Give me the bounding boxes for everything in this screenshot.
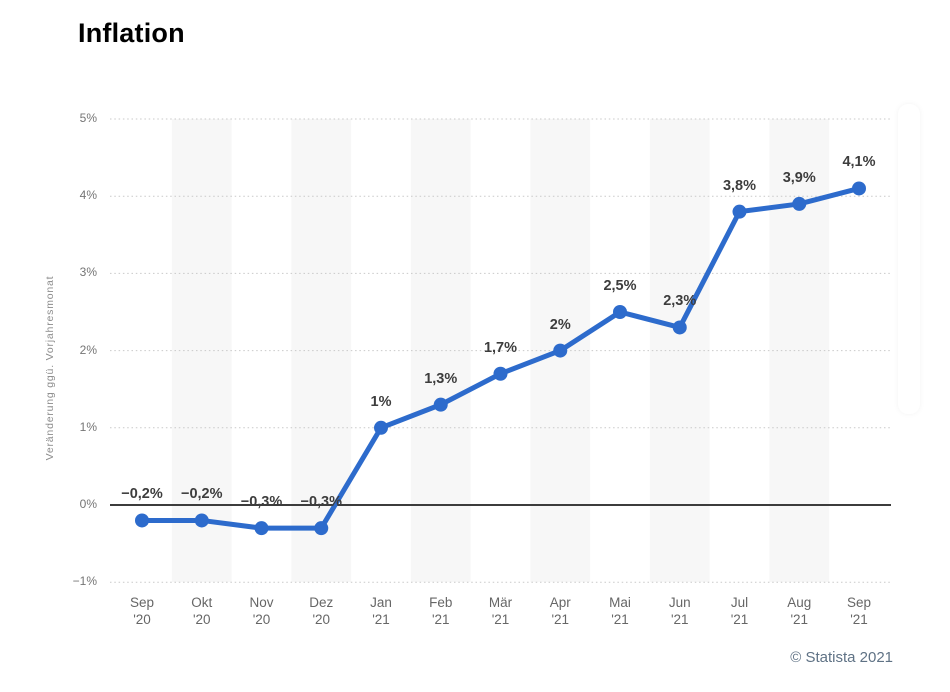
x-tick-label: Apr '21 (549, 595, 571, 627)
value-label: 1,3% (424, 370, 458, 387)
value-label: 2,5% (603, 278, 637, 294)
chart-title: Inflation (78, 18, 185, 48)
value-label: 4,1% (842, 154, 876, 171)
value-label: 1% (370, 393, 392, 410)
x-tick-label: Mär '21 (488, 595, 513, 627)
value-label: 3,9% (782, 169, 816, 186)
y-tick-label: 3% (79, 265, 97, 280)
data-point[interactable] (732, 204, 747, 219)
value-label: 2,3% (663, 293, 697, 310)
y-tick-label: 2% (79, 342, 97, 357)
data-point[interactable] (314, 521, 329, 536)
data-point[interactable] (374, 420, 388, 435)
x-tick-label: Dez '20 (309, 595, 334, 627)
y-tick-label: 0% (79, 497, 97, 511)
y-tick-label: 5% (79, 111, 97, 125)
value-label: −0,3% (240, 494, 283, 511)
data-point[interactable] (493, 366, 508, 381)
data-point[interactable] (852, 181, 866, 196)
data-point[interactable] (433, 397, 448, 412)
value-label: 2% (549, 316, 571, 333)
data-point[interactable] (194, 513, 209, 528)
inflation-line[interactable] (139, 185, 862, 531)
value-label: −0,2% (121, 486, 163, 503)
x-tick-label: Sep '21 (846, 595, 872, 627)
data-point[interactable] (553, 343, 568, 358)
data-point[interactable] (613, 305, 627, 319)
y-tick-label: 4% (79, 188, 97, 203)
x-tick-label: Sep '20 (129, 595, 155, 627)
x-tick-label: Okt '20 (191, 595, 213, 627)
x-tick-label: Jan '21 (370, 595, 392, 627)
value-label: 3,8% (722, 177, 757, 194)
value-label: −0,3% (300, 494, 343, 511)
x-tick-label: Aug '21 (787, 595, 812, 627)
y-tick-label: −1% (72, 574, 97, 589)
scrollbar-artifact (898, 104, 920, 414)
data-point[interactable] (254, 521, 269, 536)
y-tick-label: 1% (79, 419, 97, 434)
value-label: −0,2% (180, 486, 223, 503)
data-point[interactable] (792, 196, 807, 211)
x-tick-label: Feb '21 (429, 595, 453, 627)
inflation-series (135, 181, 866, 536)
x-tick-label: Jun '21 (668, 595, 691, 627)
x-tick-label: Mai '21 (609, 595, 631, 627)
x-tick-label: Jul '21 (730, 595, 749, 627)
data-point[interactable] (135, 513, 149, 528)
month-stripe (649, 119, 710, 582)
copyright-credit: © Statista 2021 (790, 649, 893, 666)
x-tick-label: Nov '20 (249, 595, 274, 627)
value-label: 1,7% (483, 339, 518, 356)
gridlines (110, 118, 891, 583)
data-point[interactable] (672, 320, 687, 335)
